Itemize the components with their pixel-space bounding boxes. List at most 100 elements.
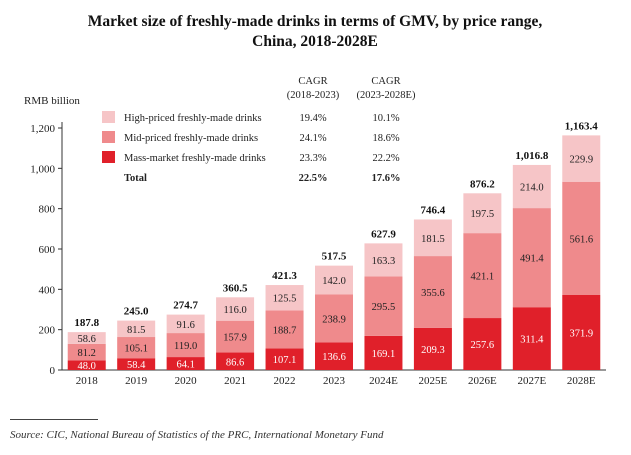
segment-value-label: 257.6 [471,340,495,351]
bar-segment [265,348,304,370]
y-tick-label: 1,200 [30,123,55,135]
total-value-label: 746.4 [421,204,446,216]
y-tick-label: 200 [39,325,56,337]
x-tick-label: 2018 [76,375,99,387]
y-tick-label: 0 [50,365,56,377]
bar-segment [562,295,601,370]
cagr-header: CAGR [371,76,400,87]
total-value-label: 876.2 [470,178,495,190]
segment-value-label: 197.5 [471,209,495,220]
segment-value-label: 295.5 [372,302,396,313]
cagr-header-period: (2023-2028E) [357,90,416,101]
bar-segment [315,342,353,370]
chart-title-line-2: China, 2018-2028E [252,33,378,50]
x-tick-label: 2022 [274,375,296,387]
x-tick-label: 2026E [468,375,497,387]
total-value-label: 360.5 [223,282,248,294]
y-tick-label: 800 [39,204,56,216]
x-tick-label: 2024E [369,375,398,387]
bars: 48.0 81.2 58.6 187.8 2018 58.4 105.1 81.5 245.0 2… [67,120,601,387]
bar-segment [315,265,353,295]
cagr-header: CAGR [298,76,327,87]
x-tick-label: 2020 [175,375,198,387]
x-tick-label: 2028E [567,375,596,387]
legend-label: Mid-priced freshly-made drinks [124,133,258,144]
segment-value-label: 64.1 [176,360,194,371]
legend: CAGR (2018-2023) CAGR (2023-2028E) High-pric… [102,76,416,184]
segment-value-label: 58.6 [78,334,96,345]
source-rule [10,419,98,420]
bar-segment [413,256,452,328]
bar-segment [117,337,156,359]
bar-segment [67,343,106,361]
y-tick-label: 1,000 [30,163,55,175]
segment-value-label: 169.1 [372,349,396,360]
bar-segment [216,297,255,321]
bar-segment [166,357,205,370]
bar-segment [463,233,502,319]
segment-value-label: 163.3 [372,256,396,267]
segment-value-label: 125.5 [273,294,297,305]
bar-segment [463,193,502,234]
bar-segment [413,219,452,257]
y-tick-label: 600 [39,244,56,256]
bar-segment [166,314,205,334]
segment-value-label: 91.6 [176,320,194,331]
segment-value-label: 157.9 [223,333,247,344]
legend-label: Total [124,173,147,184]
source-note: Source: CIC, National Bureau of Statisti… [10,429,384,441]
chart-title-line-1: Market size of freshly-made drinks in te… [88,13,543,30]
bar-segment [216,320,255,353]
segment-value-label: 86.6 [226,357,244,368]
total-value-label: 245.0 [124,306,149,318]
segment-value-label: 209.3 [421,345,445,356]
y-axis-label: RMB billion [24,95,80,107]
bar-segment [512,164,551,209]
segment-value-label: 421.1 [471,272,495,283]
legend-cagr-2023-2028: 18.6% [372,133,399,144]
segment-value-label: 188.7 [273,325,297,336]
total-value-label: 517.5 [322,251,347,263]
bar-segment [562,181,601,296]
x-tick-label: 2023 [323,375,346,387]
legend-swatch [102,151,115,163]
bar-segment [117,320,156,338]
bar-segment [166,333,205,358]
legend-cagr-2018-2023: 23.3% [299,153,326,164]
legend-cagr-2023-2028: 17.6% [372,173,401,184]
segment-value-label: 116.0 [223,305,246,316]
segment-value-label: 119.0 [174,341,197,352]
segment-value-label: 214.0 [520,183,544,194]
segment-value-label: 238.9 [322,314,346,325]
legend-label: High-priced freshly-made drinks [124,113,262,124]
bar-segment [413,327,452,370]
total-value-label: 1,163.4 [565,120,599,132]
total-value-label: 274.7 [173,300,198,312]
bar-segment [364,243,403,277]
total-value-label: 627.9 [371,228,396,240]
legend-label: Mass-market freshly-made drinks [124,153,266,164]
segment-value-label: 491.4 [520,254,544,265]
bar-segment [265,285,304,311]
segment-value-label: 371.9 [569,329,593,340]
cagr-header-period: (2018-2023) [287,90,340,101]
bar-segment [463,318,502,370]
legend-cagr-2023-2028: 22.2% [372,153,399,164]
segment-value-label: 136.6 [322,352,346,363]
legend-swatch [102,111,115,123]
bar-segment [265,310,304,349]
x-tick-label: 2025E [419,375,448,387]
bar-segment [216,352,255,370]
bar-segment [67,360,106,370]
legend-cagr-2018-2023: 24.1% [299,133,326,144]
total-value-label: 187.8 [74,317,99,329]
segment-value-label: 142.0 [322,276,346,287]
segment-value-label: 81.5 [127,325,145,336]
bar-segment [512,307,551,370]
bar-segment [562,135,601,182]
x-tick-label: 2027E [517,375,546,387]
y-tick-label: 400 [39,284,56,296]
segment-value-label: 311.4 [520,335,544,346]
x-tick-label: 2021 [224,375,246,387]
